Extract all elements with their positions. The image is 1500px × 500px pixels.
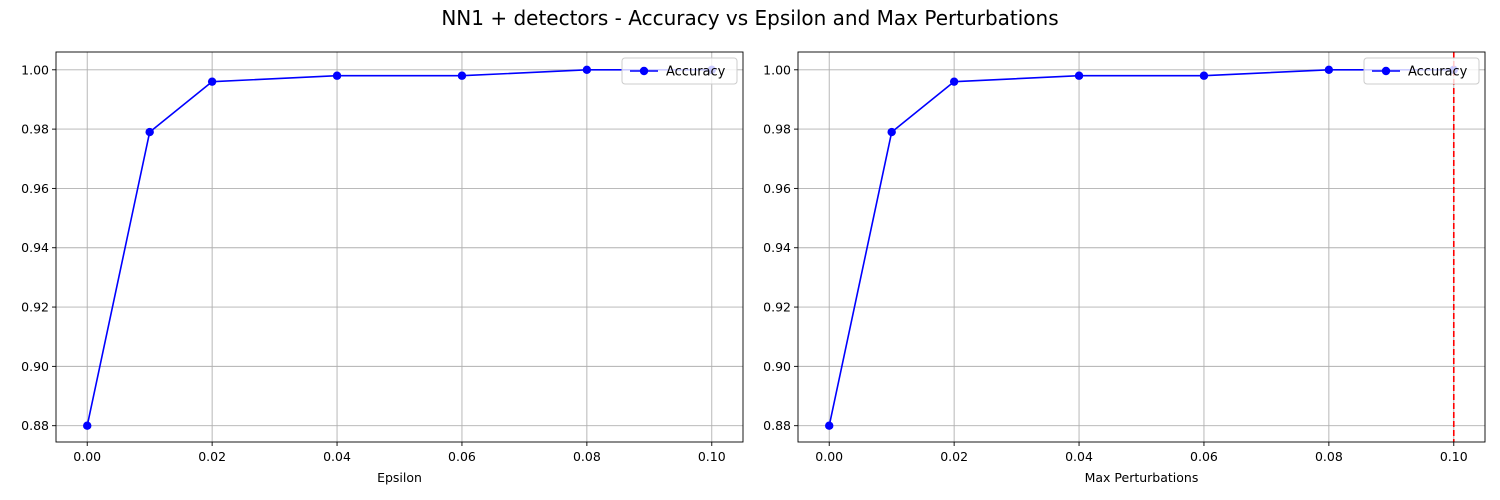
legend-label: Accuracy (1408, 65, 1468, 80)
legend-box (1363, 57, 1480, 85)
y-tick-label: 0.88 (21, 418, 49, 433)
legend-box (621, 57, 738, 85)
x-tick-label: 0.04 (323, 449, 351, 464)
y-tick-label: 0.94 (21, 240, 49, 255)
x-axis-label: Epsilon (377, 470, 422, 485)
x-tick-label: 0.10 (1440, 449, 1468, 464)
subplot-1: 0.00 0.02 0.04 0.06 0.08 0.10 0.88 0.90 0.92 0.94… (21, 51, 744, 485)
legend: Accuracy (1363, 57, 1480, 85)
y-tick-label: 1.00 (21, 62, 49, 77)
y-tick-label: 0.92 (763, 300, 791, 315)
x-tick-label: 0.06 (1190, 449, 1218, 464)
x-tick-label: 0.02 (198, 449, 226, 464)
data-point (83, 421, 92, 430)
axes-frame (797, 51, 1486, 443)
x-tick-label: 0.08 (573, 449, 601, 464)
data-point (949, 77, 959, 86)
subplot-2: 0.00 0.02 0.04 0.06 0.08 0.10 0.88 0.90 0.92 0.94… (763, 51, 1486, 485)
x-tick-label: 0.02 (940, 449, 968, 464)
data-point (825, 421, 834, 430)
data-point (145, 127, 154, 137)
data-point (1199, 71, 1209, 80)
x-tick-label: 0.08 (1315, 449, 1343, 464)
y-tick-label: 0.94 (763, 240, 791, 255)
y-tick-label: 0.92 (21, 300, 49, 315)
data-point (207, 77, 217, 86)
y-tick-label: 0.96 (763, 181, 791, 196)
y-tick-label: 0.88 (763, 418, 791, 433)
y-tick-label: 0.96 (21, 181, 49, 196)
y-tick-label: 0.90 (21, 359, 49, 374)
legend: Accuracy (621, 57, 738, 85)
y-tick-label: 1.00 (763, 62, 791, 77)
axes-frame (55, 51, 744, 443)
x-tick-label: 0.06 (448, 449, 476, 464)
data-point (1324, 65, 1334, 74)
x-axis-label: Max Perturbations (1085, 470, 1199, 485)
legend-marker (1381, 66, 1391, 76)
data-point (332, 71, 342, 80)
data-point (1074, 71, 1084, 80)
y-tick-label: 0.98 (763, 122, 791, 137)
y-tick-label: 0.98 (21, 122, 49, 137)
legend-marker (639, 66, 649, 76)
x-tick-label: 0.10 (698, 449, 726, 464)
x-tick-label: 0.00 (73, 449, 101, 464)
y-tick-label: 0.90 (763, 359, 791, 374)
x-tick-label: 0.04 (1065, 449, 1093, 464)
data-point (582, 65, 592, 74)
legend-label: Accuracy (666, 65, 726, 80)
figure-title: NN1 + detectors - Accuracy vs Epsilon an… (441, 6, 1059, 30)
data-point (887, 127, 896, 137)
data-point (457, 71, 467, 80)
x-tick-label: 0.00 (815, 449, 843, 464)
